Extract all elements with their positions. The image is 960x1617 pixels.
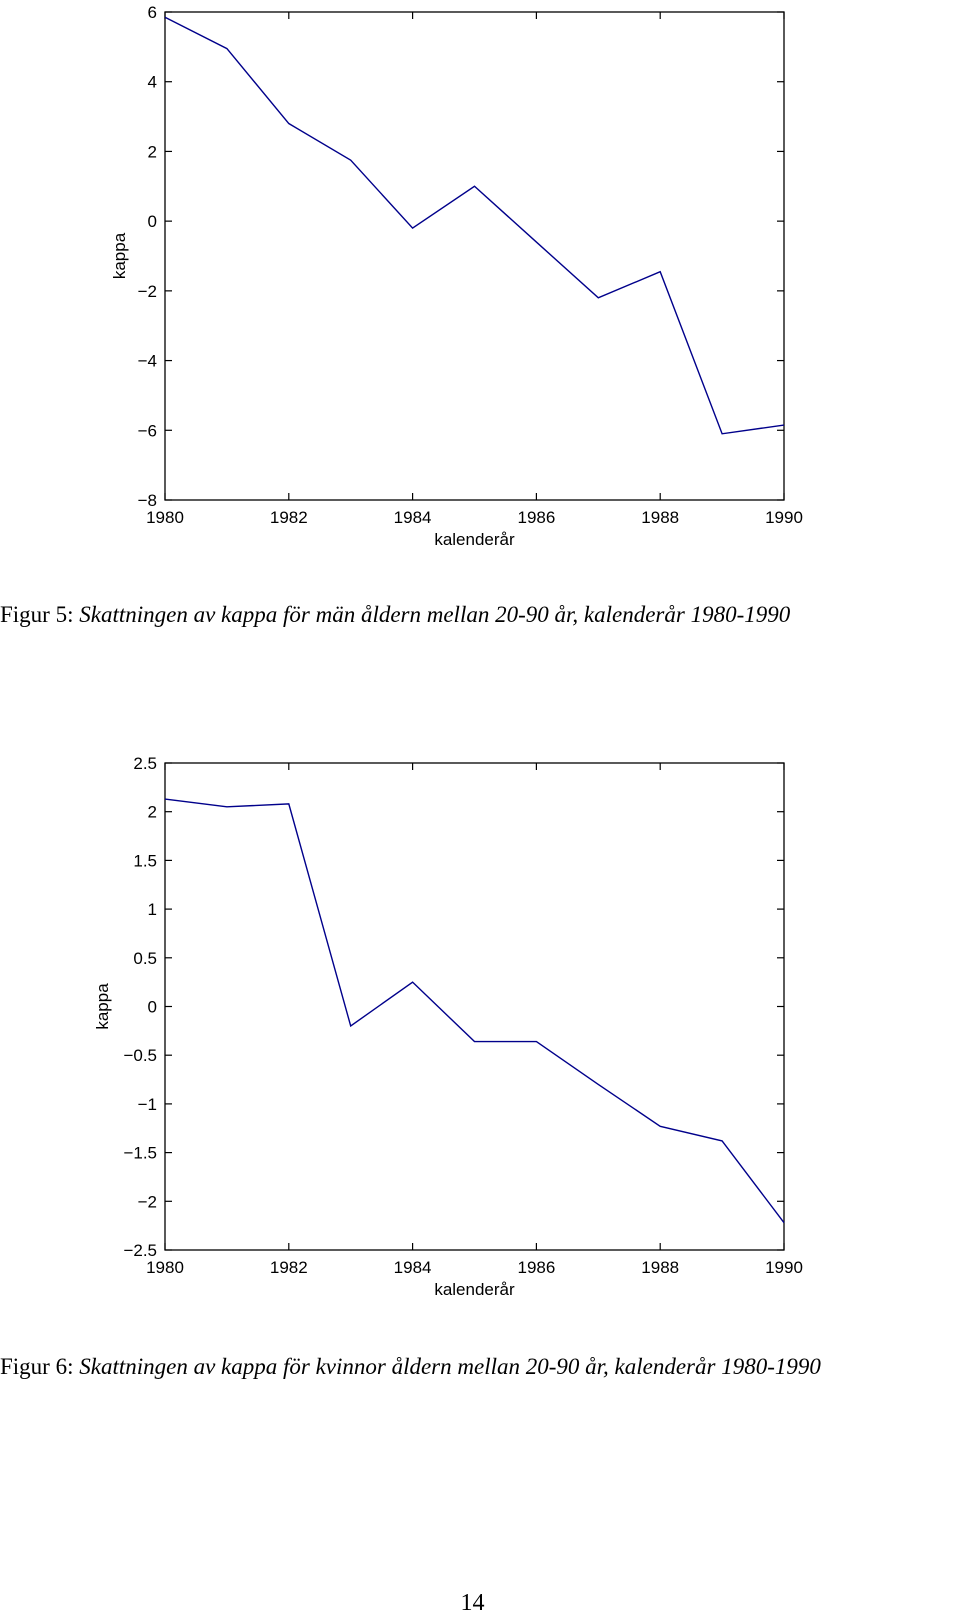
y-tick-label: −2.5 bbox=[123, 1241, 157, 1260]
y-tick-label: −0.5 bbox=[123, 1046, 157, 1065]
x-tick-label: 1988 bbox=[641, 1258, 679, 1277]
x-axis-label: kalenderår bbox=[434, 1280, 515, 1299]
y-axis-label: kappa bbox=[93, 983, 112, 1030]
x-tick-label: 1982 bbox=[270, 1258, 308, 1277]
page-number: 14 bbox=[0, 1590, 945, 1617]
figure-6-label: Figur 6: bbox=[0, 1354, 73, 1379]
figure-6-title: Skattningen av kappa för kvinnor åldern … bbox=[79, 1354, 821, 1379]
y-tick-label: 2.5 bbox=[133, 754, 157, 773]
y-tick-label: 1.5 bbox=[133, 851, 157, 870]
y-tick-label: 2 bbox=[148, 803, 157, 822]
x-tick-label: 1984 bbox=[394, 1258, 432, 1277]
y-tick-label: −1.5 bbox=[123, 1144, 157, 1163]
figure-6-caption: Figur 6: Skattningen av kappa för kvinno… bbox=[0, 1350, 945, 1383]
y-tick-label: 1 bbox=[148, 900, 157, 919]
series-line bbox=[165, 799, 784, 1223]
x-tick-label: 1990 bbox=[765, 1258, 803, 1277]
x-tick-label: 1986 bbox=[517, 1258, 555, 1277]
plot-frame bbox=[165, 763, 784, 1250]
y-tick-label: −1 bbox=[138, 1095, 157, 1114]
y-tick-label: −2 bbox=[138, 1192, 157, 1211]
y-tick-label: 0 bbox=[148, 998, 157, 1017]
figure-6-chart: 1980 1982 1984 1986 1988 1990 −2.5 −2 −1.5 −1 −0.5… bbox=[0, 0, 960, 1310]
y-tick-label: 0.5 bbox=[133, 949, 157, 968]
x-tick-label: 1980 bbox=[146, 1258, 184, 1277]
